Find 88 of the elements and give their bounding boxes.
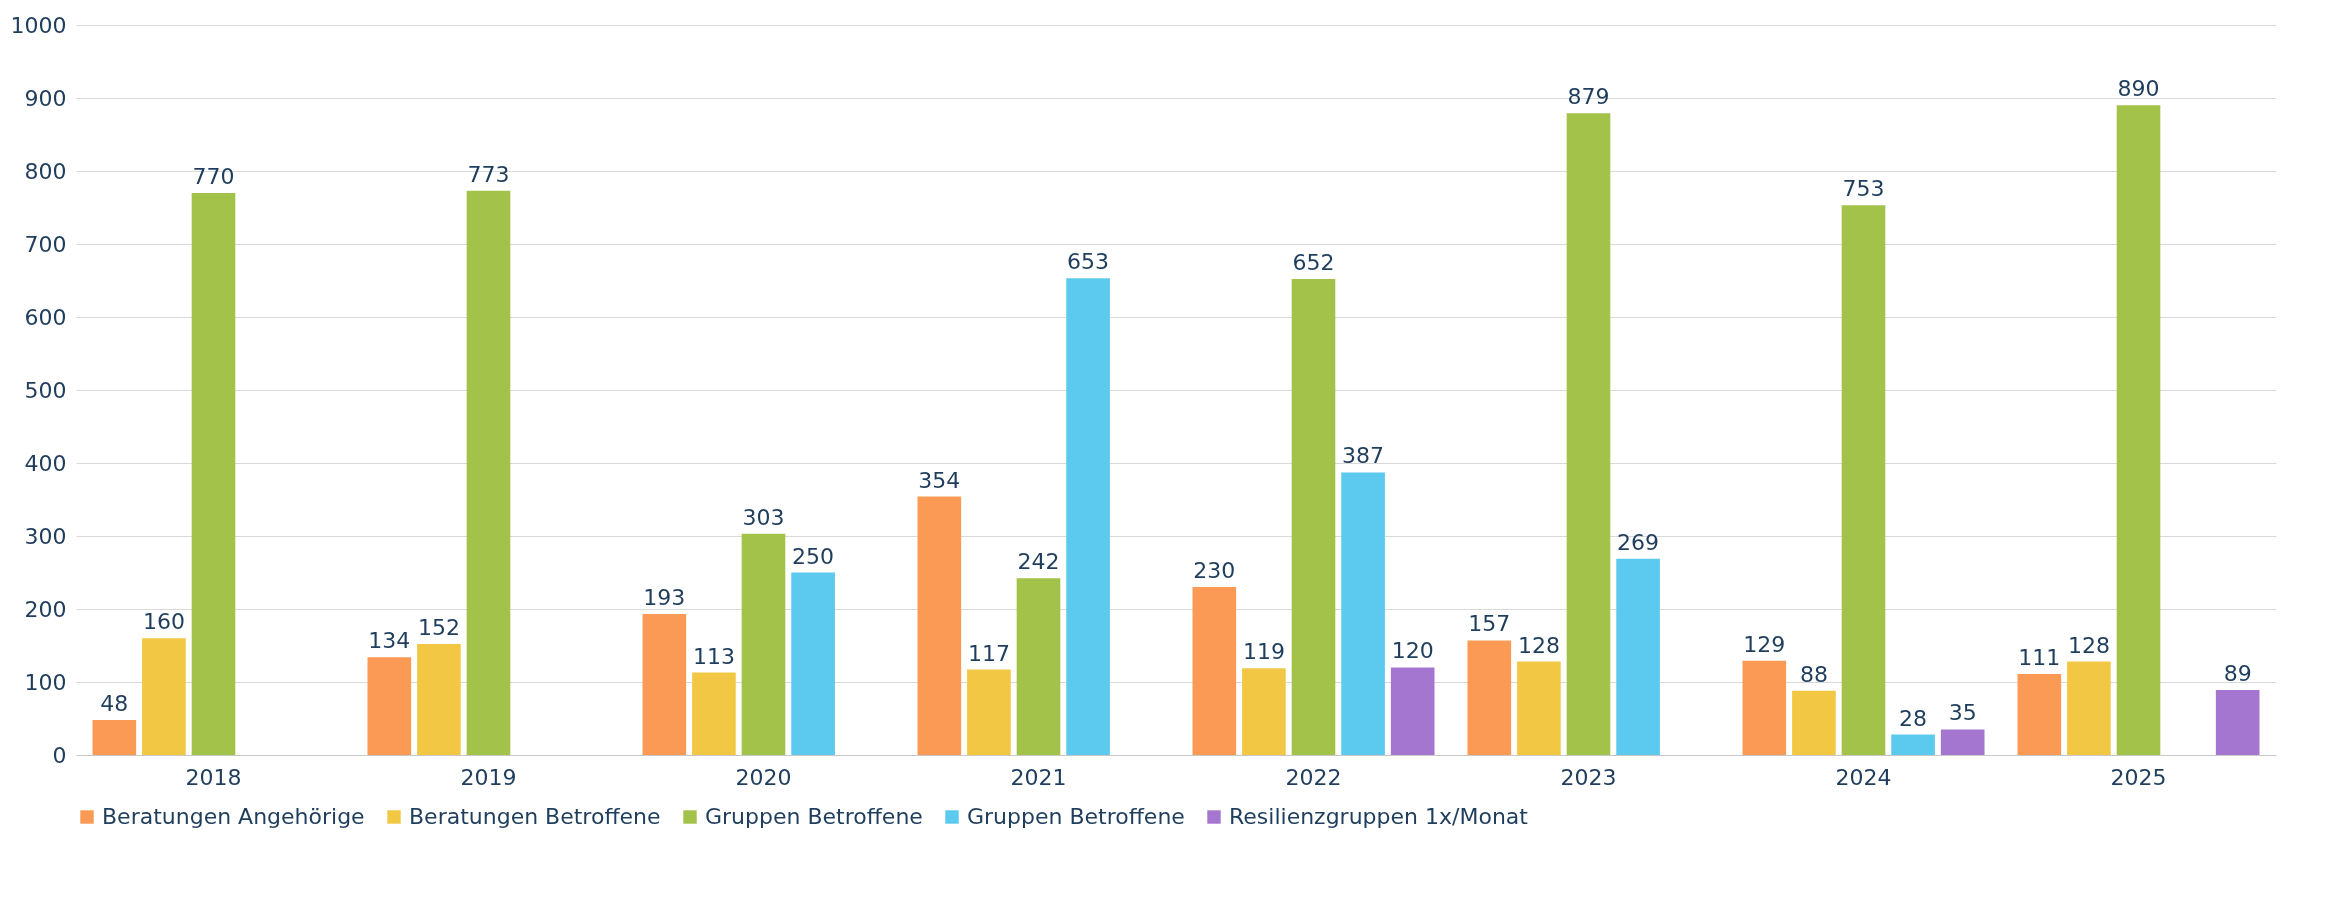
bar [1291, 279, 1336, 755]
data-label: 653 [1067, 249, 1110, 275]
x-tick-label: 2019 [460, 764, 517, 790]
y-tick-label: 0 [52, 742, 67, 768]
bar [2116, 105, 2161, 755]
data-label: 230 [1193, 558, 1236, 584]
data-label: 193 [643, 585, 686, 611]
data-label: 269 [1617, 529, 1660, 555]
data-label: 119 [1242, 639, 1285, 665]
data-label: 129 [1743, 631, 1786, 657]
bar [1940, 729, 1985, 755]
legend-label: Gruppen Betroffene [705, 804, 923, 829]
bar [2017, 673, 2062, 755]
bar [1467, 640, 1512, 755]
y-tick-label: 900 [24, 85, 67, 111]
bar [2067, 661, 2111, 755]
y-tick-label: 600 [24, 304, 67, 330]
data-label: 120 [1391, 638, 1434, 664]
x-tick-label: 2020 [735, 764, 792, 790]
data-label: 113 [692, 643, 735, 669]
data-label: 652 [1292, 250, 1335, 276]
bar [367, 657, 412, 755]
data-label: 890 [2117, 76, 2160, 102]
y-tick-label: 400 [24, 450, 67, 476]
bar [642, 614, 687, 755]
y-tick-label: 200 [24, 596, 67, 622]
data-label: 128 [1517, 632, 1560, 658]
bar [142, 638, 186, 755]
data-label: 48 [100, 690, 129, 716]
bar [417, 644, 461, 755]
bar [1742, 660, 1787, 755]
data-label: 28 [1899, 705, 1928, 731]
bar [791, 572, 835, 755]
data-label: 128 [2067, 632, 2110, 658]
data-label: 88 [1799, 661, 1828, 687]
legend-label: Beratungen Betroffene [409, 804, 661, 829]
y-tick-label: 100 [24, 669, 67, 695]
bar [1390, 667, 1435, 755]
legend-label: Beratungen Angehörige [102, 804, 365, 829]
bar [1616, 558, 1660, 755]
data-label: 160 [142, 609, 185, 635]
data-label: 354 [918, 467, 961, 493]
data-label: 387 [1342, 443, 1385, 469]
y-tick-label: 700 [24, 231, 67, 257]
bar [1066, 278, 1110, 755]
data-label: 157 [1468, 611, 1511, 637]
bar [2215, 690, 2260, 755]
bar [92, 719, 137, 755]
bar [191, 192, 236, 755]
bar [1566, 113, 1611, 755]
data-label: 242 [1017, 549, 1060, 575]
bar [692, 672, 736, 755]
data-label: 134 [368, 628, 411, 654]
data-label: 152 [417, 615, 460, 641]
data-label: 770 [192, 163, 235, 189]
bar [1192, 587, 1237, 755]
x-tick-label: 2025 [2110, 764, 2167, 790]
data-label: 250 [792, 543, 835, 569]
x-tick-label: 2022 [1285, 764, 1342, 790]
y-tick-label: 300 [24, 523, 67, 549]
bar [741, 533, 786, 755]
bar [466, 190, 511, 755]
data-label: 303 [742, 504, 785, 530]
x-tick-label: 2018 [185, 764, 242, 790]
x-tick-label: 2023 [1560, 764, 1617, 790]
bar [1517, 661, 1561, 755]
x-tick-label: 2021 [1010, 764, 1067, 790]
data-label: 35 [1948, 700, 1977, 726]
bar [1341, 472, 1385, 755]
bar [967, 669, 1011, 755]
legend-label: Gruppen Betroffene [967, 804, 1185, 829]
legend-label: Resilienzgruppen 1x/Monat [1229, 804, 1529, 829]
data-label: 773 [467, 161, 510, 187]
data-label: 89 [2223, 661, 2252, 687]
bar [917, 496, 962, 755]
bar [1841, 205, 1886, 755]
data-label: 117 [967, 640, 1010, 666]
y-tick-label: 1000 [10, 12, 67, 38]
bar [1016, 578, 1061, 755]
data-label: 879 [1567, 84, 1610, 110]
bar [1242, 668, 1286, 755]
x-tick-label: 2024 [1835, 764, 1892, 790]
data-label: 111 [2018, 644, 2061, 670]
bar [1891, 734, 1935, 755]
data-label: 753 [1842, 176, 1885, 202]
y-tick-label: 500 [24, 377, 67, 403]
y-tick-label: 800 [24, 158, 67, 184]
bar [1792, 690, 1836, 755]
